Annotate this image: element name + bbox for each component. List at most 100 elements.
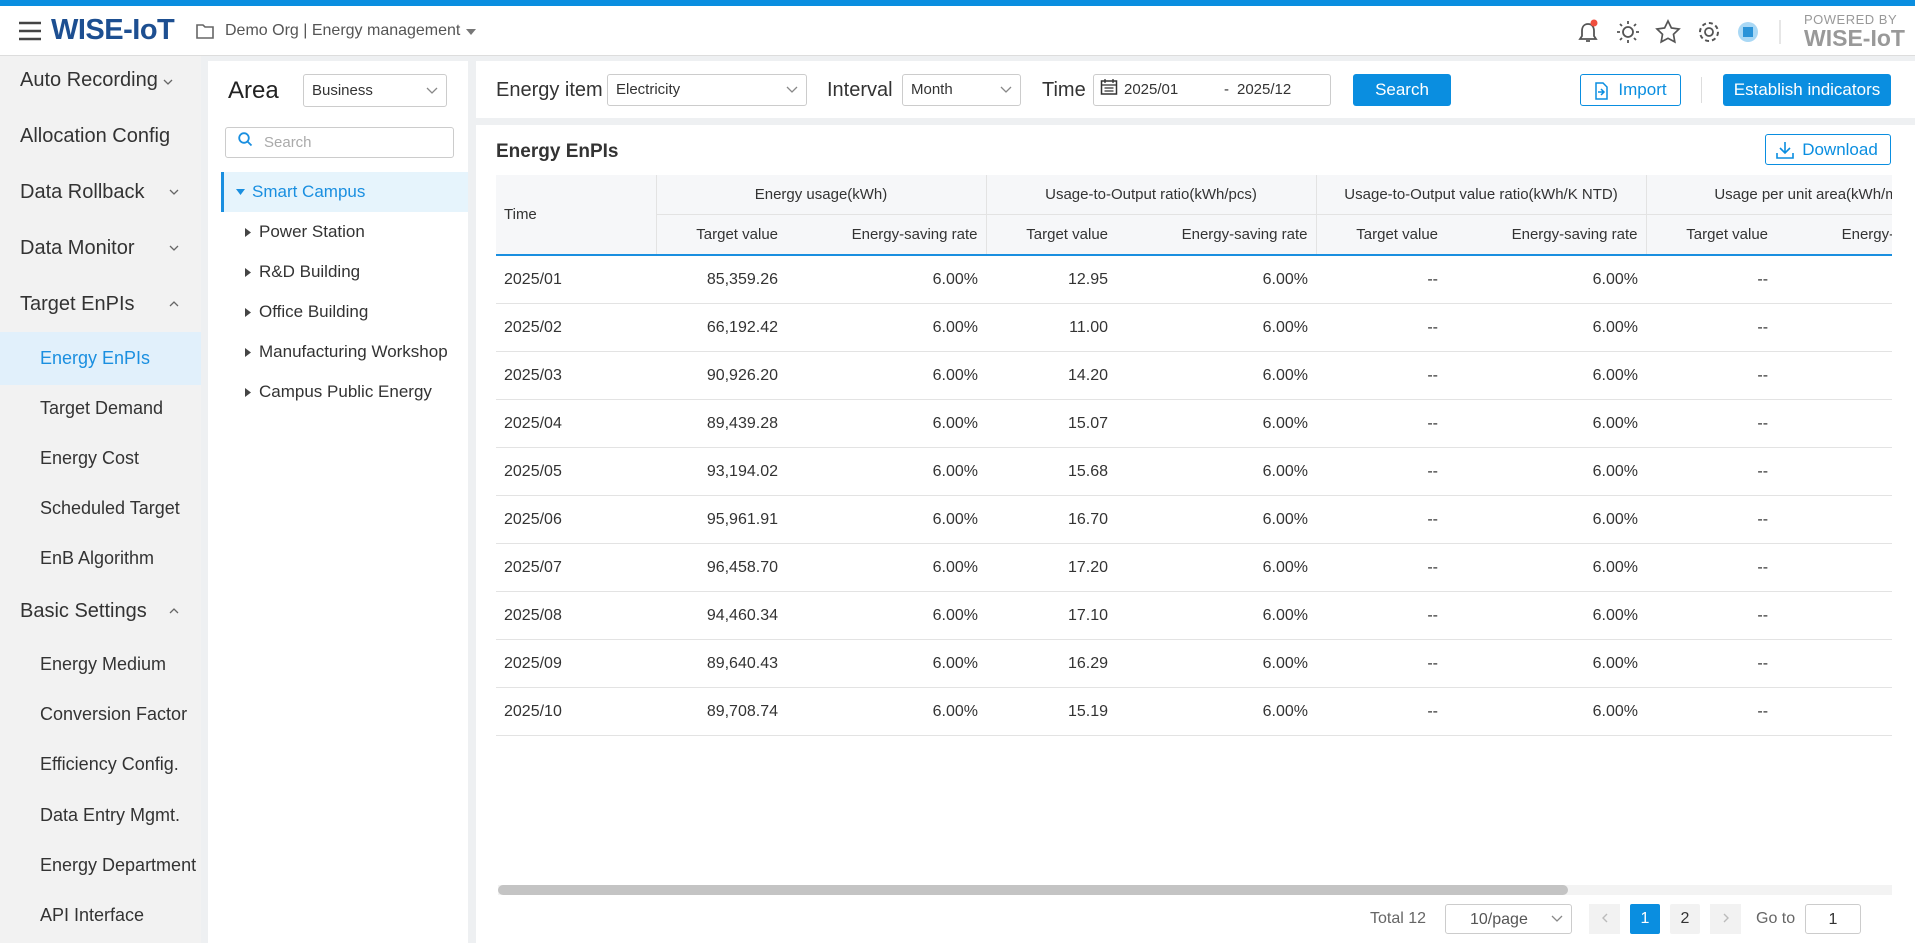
sub-header: Energy-saving rate xyxy=(1446,214,1647,256)
tree-label: Power Station xyxy=(259,222,365,241)
tree-label: Office Building xyxy=(259,302,369,321)
table-row: 2025/04 89,439.28 6.00% 15.07 6.00% -- 6.00% -- xyxy=(496,399,1892,448)
header-row: Target value Energy-saving rate Target val… xyxy=(496,214,1892,256)
nav-label: Target Demand xyxy=(40,398,164,418)
value-cell: 89,439.28 xyxy=(656,399,786,448)
sidebar: Auto Recording Allocation Config Data Ro… xyxy=(0,56,201,943)
download-button[interactable]: Download xyxy=(1765,134,1891,165)
prev-icon xyxy=(1601,913,1607,923)
chevron-up xyxy=(169,608,179,614)
nav-item[interactable]: Allocation Config xyxy=(0,112,201,160)
nav-label: Allocation Config xyxy=(20,125,171,147)
page-button[interactable]: 2 xyxy=(1670,904,1700,934)
scrollbar-thumb[interactable] xyxy=(498,885,1568,895)
nav-item[interactable]: EnB Algorithm xyxy=(0,534,201,582)
calendar-icon xyxy=(1100,79,1118,95)
tree-node[interactable]: Power Station xyxy=(221,212,468,252)
value-cell: -- xyxy=(1316,303,1446,352)
time-range[interactable]: 2025/01 - 2025/12 xyxy=(1093,74,1331,106)
value-cell: 96,458.70 xyxy=(656,543,786,592)
value-cell: -- xyxy=(1316,591,1446,640)
table-row: 2025/09 89,640.43 6.00% 16.29 6.00% -- 6.00% -- xyxy=(496,639,1892,688)
goto-input[interactable]: 1 xyxy=(1805,904,1861,934)
tree-node[interactable]: Campus Public Energy xyxy=(221,372,468,412)
value-cell: -- xyxy=(1646,687,1777,736)
chevron-down xyxy=(169,189,179,195)
nav-label: Data Rollback xyxy=(20,181,145,203)
sub-header: Target value xyxy=(656,214,786,256)
table-row: 2025/06 95,961.91 6.00% 16.70 6.00% -- 6.00% -- xyxy=(496,495,1892,544)
menu-icon[interactable] xyxy=(18,21,42,41)
nav-item[interactable]: Scheduled Target xyxy=(0,484,201,532)
nav-item[interactable]: Energy Cost xyxy=(0,434,201,482)
select-arrow xyxy=(786,86,798,93)
nav-item[interactable]: Target EnPIs xyxy=(0,280,201,328)
value-cell: 6.00% xyxy=(1446,303,1647,352)
tree-toggle xyxy=(245,308,251,317)
group-header: Usage-to-Output ratio(kWh/pcs) xyxy=(986,175,1317,215)
nav-item-active[interactable]: Energy EnPIs xyxy=(0,332,201,385)
nav-item[interactable]: Target Demand xyxy=(0,384,201,432)
nav-item[interactable]: Efficiency Config. xyxy=(0,740,201,788)
group-header: Usage-to-Output value ratio(kWh/K NTD) xyxy=(1316,175,1647,215)
nav-label: Efficiency Config. xyxy=(40,754,179,774)
nav-item[interactable]: Data Rollback xyxy=(0,168,201,216)
tree-label: Smart Campus xyxy=(252,182,366,201)
search-button[interactable]: Search xyxy=(1353,74,1451,106)
select-arrow xyxy=(1000,86,1012,93)
empty-cell xyxy=(1776,543,1892,592)
org-name[interactable]: Demo Org | Energy management xyxy=(225,22,461,39)
value-cell: 6.00% xyxy=(1116,303,1316,352)
table-row: 2025/10 89,708.74 6.00% 15.19 6.00% -- 6.00% -- xyxy=(496,687,1892,736)
area-select[interactable]: Business xyxy=(303,74,447,107)
value-cell: 6.00% xyxy=(1446,495,1647,544)
logo[interactable]: WISE-IoT xyxy=(51,14,175,46)
value-cell: 6.00% xyxy=(786,543,986,592)
time-cell: 2025/01 xyxy=(496,255,656,304)
value-cell: 6.00% xyxy=(786,399,986,448)
table-row: 2025/07 96,458.70 6.00% 17.20 6.00% -- 6.00% -- xyxy=(496,543,1892,592)
value-cell: 89,640.43 xyxy=(656,639,786,688)
establish-button[interactable]: Establish indicators xyxy=(1723,74,1891,106)
nav-item[interactable]: Auto Recording xyxy=(0,56,201,104)
area-title: Area xyxy=(228,77,279,104)
search-input[interactable]: Search xyxy=(225,127,454,158)
energy-item-label: Energy item xyxy=(496,79,603,101)
empty-cell xyxy=(1776,351,1892,400)
sub-header: Target value xyxy=(1646,214,1777,256)
value-cell: 6.00% xyxy=(1446,399,1647,448)
import-button[interactable]: Import xyxy=(1580,74,1681,106)
value-cell: -- xyxy=(1646,543,1777,592)
tree-toggle xyxy=(245,228,251,237)
tree-label: Manufacturing Workshop xyxy=(259,342,448,361)
tree-node[interactable]: Office Building xyxy=(221,292,468,332)
dropdown-arrow xyxy=(466,29,476,35)
value-cell: 6.00% xyxy=(786,687,986,736)
nav-item[interactable]: API Interface xyxy=(0,891,201,939)
nav-item[interactable]: Data Monitor xyxy=(0,224,201,272)
value-cell: 93,194.02 xyxy=(656,447,786,496)
tree-node[interactable]: R&D Building xyxy=(221,252,468,292)
time-cell: 2025/10 xyxy=(496,687,656,736)
nav-item[interactable]: Conversion Factor xyxy=(0,690,201,738)
nav-label: Target EnPIs xyxy=(20,293,135,315)
tree-node[interactable]: Manufacturing Workshop xyxy=(221,332,468,372)
scrollbar-track xyxy=(498,885,1892,895)
page-button-active[interactable]: 1 xyxy=(1630,904,1660,934)
select-value: Month xyxy=(911,81,953,98)
nav-item[interactable]: Basic Settings xyxy=(0,587,201,635)
page-size-select[interactable]: 10/page xyxy=(1445,904,1572,934)
value-cell: 15.19 xyxy=(986,687,1116,736)
nav-item[interactable]: Energy Medium xyxy=(0,640,201,688)
area-panel: Area Business Search Smart Campus Power … xyxy=(208,61,468,943)
sub-header: Energy-saving rate xyxy=(786,214,987,256)
tree-node-selected[interactable]: Smart Campus xyxy=(221,172,468,212)
nav-item[interactable]: Energy Department xyxy=(0,841,201,889)
energy-item-select[interactable]: Electricity xyxy=(607,74,807,106)
value-cell: 6.00% xyxy=(1446,687,1647,736)
value-cell: 6.00% xyxy=(1116,447,1316,496)
nav-item[interactable]: Data Entry Mgmt. xyxy=(0,791,201,839)
next-page[interactable] xyxy=(1710,904,1741,934)
prev-page[interactable] xyxy=(1589,904,1620,934)
interval-select[interactable]: Month xyxy=(902,74,1021,106)
